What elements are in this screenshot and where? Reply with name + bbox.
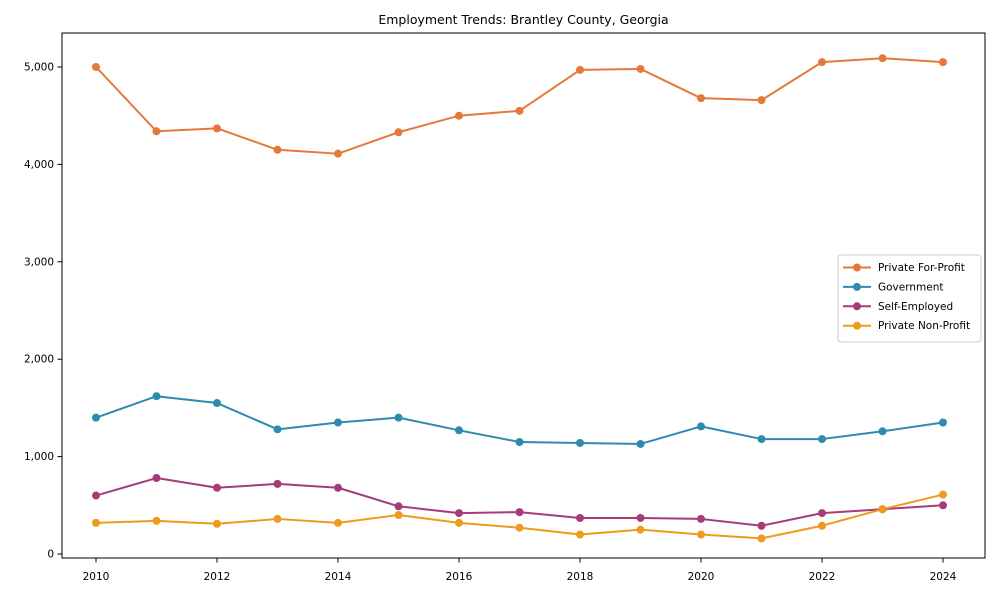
- data-point-private-for-profit: [92, 63, 100, 71]
- data-point-private-for-profit: [818, 58, 826, 67]
- x-axis-tick-label: 2014: [325, 571, 352, 583]
- series-line-private-non-profit: [95, 493, 944, 540]
- data-point-government: [576, 438, 584, 447]
- data-point-private-non-profit: [878, 505, 887, 514]
- data-point-private-non-profit: [636, 525, 645, 534]
- data-point-private-non-profit: [92, 518, 100, 527]
- legend-marker-private-non-profit: [853, 321, 861, 330]
- data-point-self-employed: [273, 479, 282, 488]
- data-point-private-for-profit: [878, 54, 887, 63]
- data-point-government: [636, 439, 645, 448]
- data-point-private-non-profit: [455, 518, 463, 527]
- legend-marker-government: [853, 282, 861, 291]
- data-point-self-employed: [818, 509, 826, 518]
- x-axis-tick-label: 2024: [930, 571, 957, 583]
- legend-marker-private-for-profit: [853, 263, 861, 272]
- data-point-private-for-profit: [455, 111, 463, 120]
- x-axis-tick-label: 2012: [204, 571, 231, 583]
- data-point-private-for-profit: [515, 106, 524, 115]
- data-point-private-non-profit: [576, 530, 584, 539]
- data-point-government: [92, 413, 100, 422]
- y-axis-tick-label: 2,000: [24, 354, 54, 366]
- data-point-private-for-profit: [939, 58, 947, 67]
- data-point-private-non-profit: [394, 511, 403, 520]
- data-point-government: [757, 435, 766, 444]
- data-point-government: [213, 399, 221, 408]
- data-point-self-employed: [213, 483, 221, 492]
- x-axis-tick-label: 2020: [688, 571, 715, 583]
- y-axis-tick-label: 5,000: [24, 62, 54, 74]
- y-axis-tick-label: 4,000: [24, 159, 54, 171]
- data-point-private-for-profit: [576, 65, 584, 74]
- data-point-government: [515, 437, 524, 446]
- legend-label-government: Government: [878, 281, 943, 293]
- data-point-private-non-profit: [697, 530, 705, 539]
- data-point-private-for-profit: [213, 124, 221, 133]
- chart-title: Employment Trends: Brantley County, Geor…: [378, 12, 668, 27]
- data-point-private-non-profit: [273, 514, 282, 523]
- series-line-private-for-profit: [95, 57, 944, 155]
- data-point-government: [818, 435, 826, 444]
- data-point-private-non-profit: [515, 523, 524, 532]
- data-point-private-for-profit: [334, 149, 342, 158]
- data-point-private-for-profit: [152, 127, 161, 136]
- data-point-self-employed: [697, 514, 705, 523]
- legend-box: [837, 254, 982, 343]
- data-point-private-non-profit: [818, 521, 826, 530]
- series-line-government: [95, 395, 944, 445]
- data-point-private-non-profit: [213, 519, 221, 528]
- legend-label-private-for-profit: Private For-Profit: [878, 262, 965, 274]
- data-point-government: [455, 426, 463, 435]
- data-point-private-for-profit: [697, 94, 705, 103]
- legend-label-self-employed: Self-Employed: [878, 301, 953, 313]
- plot-border: [61, 32, 986, 559]
- data-point-self-employed: [636, 513, 645, 522]
- data-point-private-for-profit: [394, 128, 403, 137]
- x-axis-tick-label: 2018: [567, 571, 594, 583]
- series-line-self-employed: [95, 477, 944, 527]
- data-point-private-for-profit: [757, 96, 766, 105]
- data-point-private-non-profit: [334, 518, 342, 527]
- x-axis-tick-label: 2010: [83, 571, 110, 583]
- data-point-self-employed: [92, 491, 100, 500]
- data-point-government: [334, 418, 342, 427]
- x-axis-tick-label: 2016: [446, 571, 473, 583]
- data-point-self-employed: [939, 501, 947, 510]
- data-point-government: [697, 422, 705, 431]
- data-point-self-employed: [576, 513, 584, 522]
- data-point-self-employed: [334, 483, 342, 492]
- data-point-self-employed: [757, 521, 766, 530]
- data-point-private-non-profit: [939, 490, 947, 499]
- x-axis-tick-label: 2022: [809, 571, 836, 583]
- data-point-self-employed: [394, 502, 403, 511]
- data-point-private-for-profit: [273, 145, 282, 154]
- data-point-self-employed: [455, 509, 463, 518]
- data-point-private-non-profit: [152, 516, 161, 525]
- y-axis-tick-label: 0: [47, 549, 54, 561]
- data-point-government: [939, 418, 947, 427]
- data-point-private-non-profit: [757, 534, 766, 543]
- y-axis-tick-label: 1,000: [24, 451, 54, 463]
- data-point-government: [878, 427, 887, 436]
- data-point-self-employed: [152, 474, 161, 483]
- data-point-government: [273, 425, 282, 434]
- data-point-government: [394, 413, 403, 422]
- data-point-private-for-profit: [636, 64, 645, 73]
- legend-label-private-non-profit: Private Non-Profit: [878, 320, 970, 332]
- y-axis-tick-label: 3,000: [24, 256, 54, 268]
- data-point-government: [152, 392, 161, 401]
- data-point-self-employed: [515, 508, 524, 517]
- legend-marker-self-employed: [853, 302, 861, 311]
